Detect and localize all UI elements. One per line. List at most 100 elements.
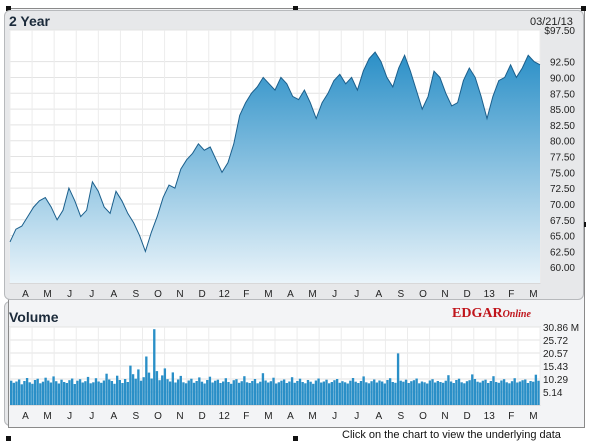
price-x-tick-label: A <box>22 289 29 300</box>
price-x-tick-label: J <box>67 289 72 300</box>
volume-x-tick-label: F <box>508 411 514 422</box>
volume-x-tick-label: J <box>89 411 94 422</box>
volume-bar <box>33 380 37 405</box>
volume-bar <box>142 377 145 405</box>
volume-bar <box>484 379 487 405</box>
volume-bar <box>306 380 310 405</box>
volume-bar <box>47 380 50 405</box>
volume-bar <box>526 383 530 405</box>
volume-x-tick-label: J <box>332 411 337 422</box>
volume-bar <box>100 382 103 405</box>
volume-bar <box>245 382 249 405</box>
volume-bar <box>259 381 262 405</box>
volume-bar <box>317 378 320 405</box>
volume-bar <box>55 381 58 405</box>
price-area <box>10 52 540 283</box>
volume-bar <box>447 375 450 405</box>
volume-bar <box>296 381 299 405</box>
volume-bar <box>335 379 339 405</box>
price-y-tick-label: 92.50 <box>550 58 575 69</box>
volume-x-tick-label: M <box>529 411 537 422</box>
volume-bar <box>441 382 445 405</box>
volume-bar <box>325 379 328 405</box>
volume-bar <box>426 383 429 405</box>
volume-bar <box>219 383 222 405</box>
volume-bar <box>70 378 74 405</box>
resize-handle-tm[interactable] <box>293 6 298 11</box>
volume-y-tick-label: 30.86 M <box>543 323 579 334</box>
volume-bar <box>73 384 76 405</box>
volume-bar <box>52 376 55 405</box>
volume-bar <box>264 380 267 405</box>
footer-note[interactable]: Click on the chart to view the underlyin… <box>342 429 561 441</box>
price-x-tick-label: 13 <box>484 289 496 300</box>
volume-bar <box>78 379 82 405</box>
edgar-logo-sub: Online <box>502 309 531 320</box>
edgar-online-logo[interactable]: EDGAROnline <box>452 304 531 322</box>
price-x-tick-label: N <box>441 289 448 300</box>
resize-handle-bl[interactable] <box>6 436 11 441</box>
volume-bar <box>108 379 111 405</box>
volume-bar <box>529 381 532 405</box>
volume-bar <box>391 382 394 405</box>
resize-handle-bm[interactable] <box>293 436 298 441</box>
volume-bar <box>420 381 424 405</box>
volume-bar <box>423 382 426 405</box>
volume-bar <box>49 382 53 405</box>
volume-bar <box>158 380 161 405</box>
resize-handle-tl[interactable] <box>6 6 11 11</box>
volume-x-tick-label: D <box>464 411 471 422</box>
volume-bar <box>312 383 315 405</box>
volume-bar <box>354 381 357 405</box>
volume-x-tick-label: M <box>264 411 272 422</box>
volume-bar <box>463 383 466 405</box>
volume-bar <box>118 380 121 405</box>
volume-bar <box>516 382 519 405</box>
volume-bar <box>92 382 95 405</box>
price-x-tick-label: S <box>133 289 140 300</box>
volume-bar <box>15 381 18 405</box>
price-x-tick-label: D <box>464 289 471 300</box>
price-x-tick-label: A <box>110 289 117 300</box>
price-y-tick-label: 62.50 <box>550 247 575 258</box>
price-x-tick-label: O <box>154 289 162 300</box>
volume-bar <box>330 382 333 405</box>
volume-bar <box>17 379 21 405</box>
volume-bar <box>272 377 275 405</box>
volume-bar <box>216 379 220 405</box>
volume-bar <box>285 383 288 405</box>
volume-bar <box>508 383 511 405</box>
price-y-tick-label: 70.00 <box>550 200 575 211</box>
volume-bar <box>349 380 352 405</box>
volume-bar <box>444 380 447 405</box>
volume-bar <box>502 379 506 405</box>
volume-bar <box>399 380 402 405</box>
volume-x-tick-label: A <box>110 411 117 422</box>
volume-bar <box>532 381 535 405</box>
volume-bar <box>282 379 286 405</box>
volume-bar <box>155 371 159 405</box>
volume-bar <box>44 377 47 405</box>
volume-bar <box>396 353 400 405</box>
volume-bar <box>261 373 265 405</box>
volume-bar <box>328 383 331 405</box>
volume-bar <box>176 379 180 405</box>
volume-bar <box>137 369 140 405</box>
resize-handle-tr[interactable] <box>581 6 586 11</box>
volume-bar <box>367 383 371 405</box>
volume-bar <box>256 383 259 405</box>
price-y-tick-label: 67.50 <box>550 216 575 227</box>
volume-bar <box>418 383 421 405</box>
volume-bar <box>510 381 514 405</box>
volume-bar <box>200 381 204 405</box>
volume-bar <box>275 383 278 405</box>
volume-bar <box>10 380 13 405</box>
volume-bar <box>214 380 217 405</box>
price-x-tick-label: 12 <box>219 289 231 300</box>
volume-x-tick-label: A <box>375 411 382 422</box>
volume-bar <box>227 382 230 405</box>
volume-bar <box>460 382 463 405</box>
volume-bar <box>179 375 182 405</box>
price-x-tick-label: A <box>287 289 294 300</box>
